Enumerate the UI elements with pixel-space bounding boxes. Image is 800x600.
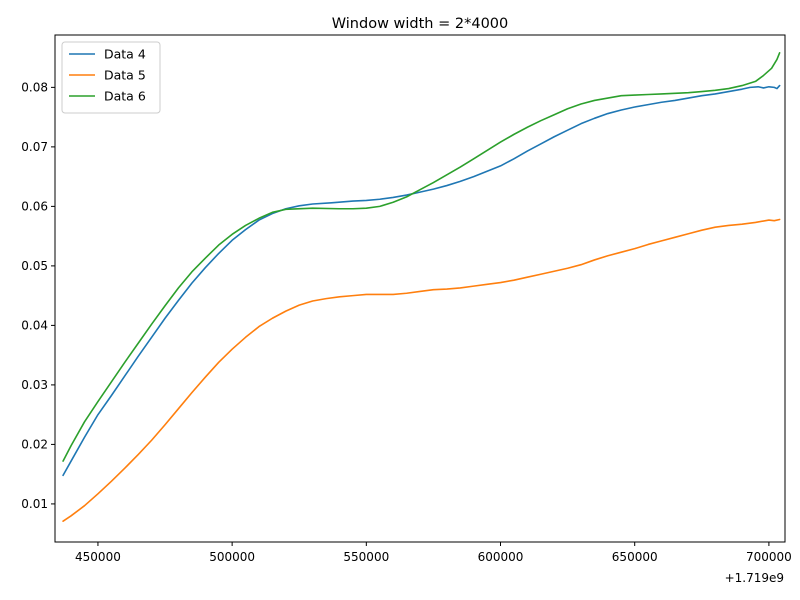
series-line-1 (62, 84, 781, 477)
x-axis: 450000 500000 550000 600000 650000 700000 (75, 542, 792, 564)
x-axis-offset-label: +1.719e9 (725, 571, 784, 585)
y-tick-label: 0.05 (21, 259, 48, 273)
legend-label: Data 6 (104, 89, 146, 104)
x-tick-label: 450000 (75, 550, 121, 564)
legend-label: Data 5 (104, 68, 146, 83)
y-tick-label: 0.07 (21, 140, 48, 154)
chart-title: Window width = 2*4000 (332, 16, 509, 32)
x-tick-label: 700000 (746, 550, 792, 564)
series-line-3 (62, 52, 781, 462)
x-tick-label: 650000 (612, 550, 658, 564)
axes-frame (54, 34, 786, 543)
series-line-2 (62, 218, 781, 522)
y-tick-label: 0.08 (21, 80, 48, 94)
y-axis: 0.01 0.02 0.03 0.04 0.05 0.06 0.07 0.08 (21, 80, 55, 511)
x-tick-label: 550000 (343, 550, 389, 564)
y-tick-label: 0.03 (21, 378, 48, 392)
y-tick-label: 0.02 (21, 437, 48, 451)
legend: Data 4 Data 5 Data 6 (61, 41, 161, 114)
y-tick-label: 0.06 (21, 199, 48, 213)
plot-area (54, 34, 786, 543)
legend-label: Data 4 (104, 47, 146, 62)
series-lines (62, 52, 781, 522)
y-tick-label: 0.01 (21, 497, 48, 511)
y-tick-label: 0.04 (21, 318, 48, 332)
x-tick-label: 600000 (478, 550, 524, 564)
x-tick-label: 500000 (209, 550, 255, 564)
